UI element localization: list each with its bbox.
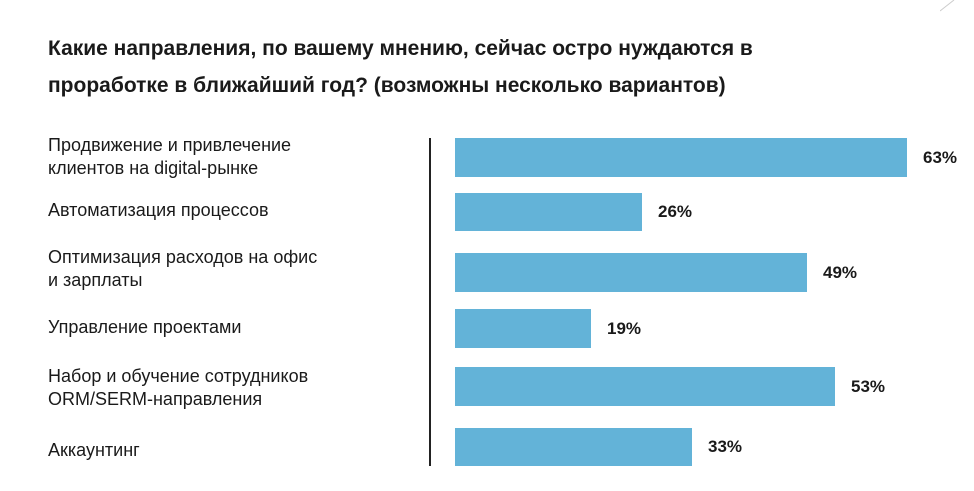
category-label-2: Автоматизация процессов: [48, 199, 418, 222]
bar-3: [455, 253, 807, 292]
category-label-1: Продвижение и привлечение клиентов на dig…: [48, 134, 418, 180]
value-label-5: 53%: [851, 376, 886, 396]
category-label-5: Набор и обучение сотрудников ORM/SERM-нап…: [48, 365, 418, 411]
value-label-1: 63%: [923, 147, 958, 167]
bar-1: [455, 138, 907, 177]
bar-2: [455, 193, 642, 231]
category-label-3-line-2: и зарплаты: [48, 270, 143, 290]
category-label-4-line-1: Управление проектами: [48, 317, 242, 337]
category-axis-line: [429, 138, 431, 466]
bar-4: [455, 309, 591, 348]
chart-title: Какие направления, по вашему мнению, сей…: [48, 30, 928, 104]
bar-6: [455, 428, 692, 466]
value-label-4: 19%: [607, 318, 642, 338]
chart-title-line-1: Какие направления, по вашему мнению, сей…: [48, 37, 753, 60]
category-label-1-line-2: клиентов на digital-рынке: [48, 158, 259, 178]
corner-decoration: [940, 0, 955, 12]
category-label-3: Оптимизация расходов на офис и зарплаты: [48, 246, 418, 292]
value-label-2: 26%: [658, 202, 693, 221]
value-label-6: 33%: [708, 437, 743, 456]
category-label-5-line-1: Набор и обучение сотрудников: [48, 366, 309, 386]
category-label-6: Аккаунтинг: [48, 439, 418, 462]
category-label-1-line-1: Продвижение и привлечение: [48, 135, 292, 155]
category-label-5-line-2: ORM/SERM-направления: [48, 389, 263, 409]
category-label-2-line-1: Автоматизация процессов: [48, 200, 269, 220]
category-label-6-line-1: Аккаунтинг: [48, 440, 140, 460]
chart-title-line-2: проработке в ближайший год? (возможны не…: [48, 74, 726, 97]
bar-5: [455, 367, 835, 406]
category-label-3-line-1: Оптимизация расходов на офис: [48, 247, 318, 267]
category-label-4: Управление проектами: [48, 316, 418, 339]
value-label-3: 49%: [823, 262, 858, 282]
